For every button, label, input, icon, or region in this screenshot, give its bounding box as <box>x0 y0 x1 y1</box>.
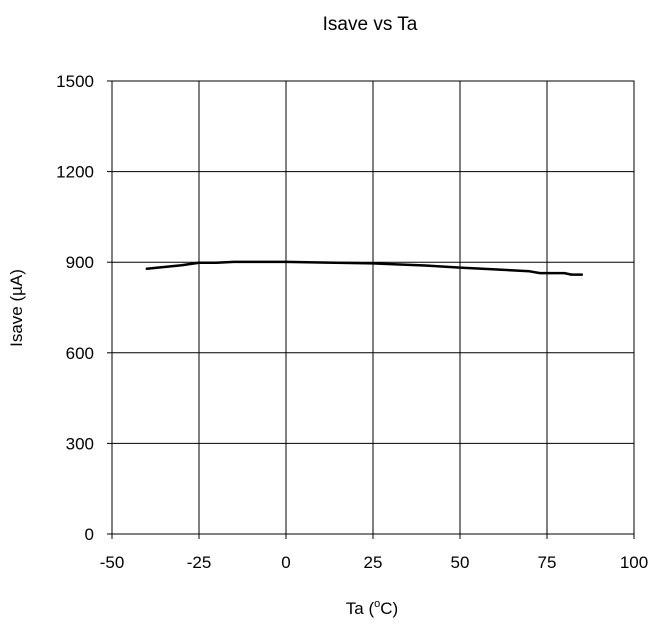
x-tick-label: 0 <box>281 553 290 572</box>
x-axis-title-sup: o <box>374 598 380 610</box>
grid <box>112 81 634 534</box>
x-axis-title: Ta (oC) <box>346 598 398 618</box>
y-tick-label: 600 <box>66 344 94 363</box>
y-tick-label: 900 <box>66 253 94 272</box>
y-tick-label: 300 <box>66 434 94 453</box>
x-axis-title-suffix: C) <box>380 599 398 618</box>
x-tick-label: -50 <box>100 553 125 572</box>
x-tick-label: 100 <box>620 553 648 572</box>
x-axis-title-main: Ta ( <box>346 599 375 618</box>
series-layer <box>145 260 584 276</box>
x-tick-label: 50 <box>451 553 470 572</box>
y-tick-label: 0 <box>85 525 94 544</box>
series-line <box>145 260 584 276</box>
y-tick-label: 1500 <box>56 72 94 91</box>
x-tick-label: 75 <box>538 553 557 572</box>
y-axis-title: Isave (µA) <box>7 269 26 347</box>
x-tick-label: -25 <box>187 553 212 572</box>
y-tick-label: 1200 <box>56 163 94 182</box>
x-tick-label: 25 <box>364 553 383 572</box>
chart-title: Isave vs Ta <box>323 14 418 35</box>
axis-ticks: -50 -25 0 25 50 75 100 0 300 600 900 1200 1500 <box>56 72 648 572</box>
